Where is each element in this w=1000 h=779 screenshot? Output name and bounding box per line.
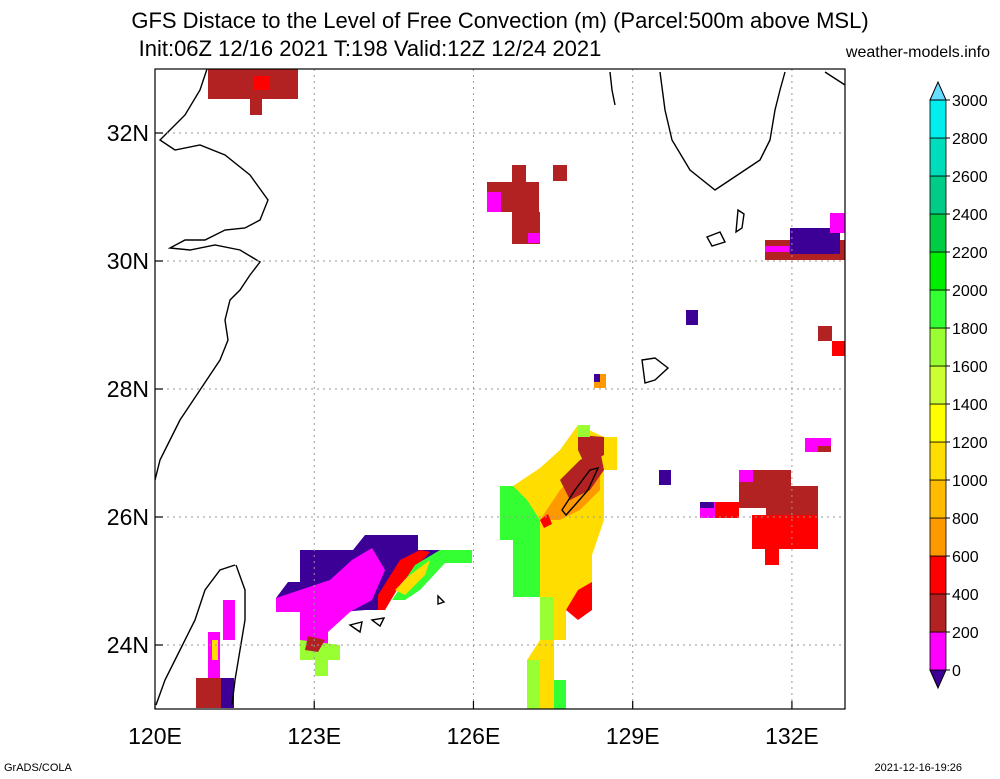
miyako-islands bbox=[348, 594, 446, 634]
jeju-island bbox=[705, 231, 726, 247]
colorbar-label: 2800 bbox=[952, 131, 988, 148]
colorbar-segment bbox=[929, 479, 947, 519]
tanegashima bbox=[735, 208, 745, 234]
site-credit: weather-models.info bbox=[845, 44, 990, 61]
colorbar-segment bbox=[929, 289, 947, 329]
field-cell bbox=[818, 326, 832, 341]
field-cell bbox=[553, 165, 567, 181]
colorbar-segment bbox=[929, 99, 947, 139]
field-cell bbox=[832, 341, 845, 356]
field-cell bbox=[540, 514, 552, 528]
colorbar-segment bbox=[929, 517, 947, 557]
colorbar: 0 200 400 600 800 1000 1200 1400 1600 1800 2000 220… bbox=[929, 80, 988, 690]
field-cell bbox=[208, 69, 298, 99]
colorbar-label: 800 bbox=[952, 511, 979, 528]
colorbar-label: 3000 bbox=[952, 93, 988, 110]
lat-tick-label: 24N bbox=[107, 632, 149, 658]
field-cell bbox=[700, 502, 714, 508]
coastlines bbox=[154, 68, 846, 706]
colorbar-label: 1200 bbox=[952, 435, 988, 452]
korea-japan-coastline bbox=[609, 71, 846, 191]
colorbar-segment bbox=[929, 251, 947, 291]
graticule bbox=[155, 69, 845, 709]
lon-tick-label: 123E bbox=[287, 723, 341, 749]
colorbar-segment bbox=[929, 327, 947, 367]
colorbar-label: 2000 bbox=[952, 283, 988, 300]
field-cell bbox=[528, 233, 540, 243]
lat-tick-label: 26N bbox=[107, 504, 149, 530]
field-cell bbox=[752, 515, 818, 549]
field-cell bbox=[254, 76, 270, 90]
field-cell bbox=[765, 246, 789, 252]
lat-tick-label: 30N bbox=[107, 248, 149, 274]
colorbar-label: 1400 bbox=[952, 397, 988, 414]
field-cell bbox=[223, 600, 235, 640]
field-cell bbox=[487, 192, 501, 212]
footer-timestamp: 2021-12-16-19:26 bbox=[874, 762, 962, 774]
title-line-2: Init:06Z 12/16 2021 T:198 Valid:12Z 12/2… bbox=[138, 36, 602, 61]
colorbar-label: 1600 bbox=[952, 359, 988, 376]
field-cell bbox=[659, 470, 671, 485]
colorbar-segment bbox=[929, 593, 947, 633]
field-cell bbox=[560, 450, 604, 500]
colorbar-label: 2400 bbox=[952, 207, 988, 224]
colorbar-segment bbox=[929, 441, 947, 481]
colorbar-label: 200 bbox=[952, 625, 979, 642]
colorbar-label: 600 bbox=[952, 549, 979, 566]
field-cell bbox=[818, 446, 831, 452]
colorbar-segment bbox=[929, 403, 947, 443]
field-cell bbox=[500, 486, 540, 597]
field-cell bbox=[212, 640, 218, 660]
lon-tick-label: 126E bbox=[447, 723, 501, 749]
field-cell bbox=[715, 502, 739, 518]
field-cell bbox=[512, 165, 526, 182]
axes: 120E 123E 126E 129E 132E 24N 26N 28N 30N 32N bbox=[107, 120, 819, 749]
colorbar-min-arrow bbox=[929, 669, 947, 690]
colorbar-label: 1000 bbox=[952, 473, 988, 490]
colorbar-label: 2600 bbox=[952, 169, 988, 186]
colorbar-segment bbox=[929, 555, 947, 595]
field-cell bbox=[739, 470, 753, 482]
colorbar-segment bbox=[929, 631, 947, 671]
field-cell bbox=[830, 213, 845, 233]
field-cell bbox=[594, 374, 600, 382]
field-cell bbox=[221, 678, 234, 708]
amami-islands bbox=[641, 357, 670, 384]
colorbar-segment bbox=[929, 365, 947, 405]
taiwan-coastline bbox=[155, 564, 246, 706]
lat-tick-label: 28N bbox=[107, 376, 149, 402]
field-cell bbox=[686, 310, 698, 325]
china-coastline bbox=[154, 68, 269, 481]
colorbar-segment bbox=[929, 175, 947, 215]
convection-field bbox=[196, 69, 845, 709]
colorbar-segment bbox=[929, 213, 947, 253]
field-cell bbox=[540, 597, 554, 640]
colorbar-label: 0 bbox=[952, 663, 961, 680]
field-cell bbox=[566, 582, 592, 620]
okinawa-island bbox=[561, 466, 600, 517]
field-cell bbox=[765, 549, 779, 565]
lon-tick-label: 129E bbox=[606, 723, 660, 749]
colorbar-label: 2200 bbox=[952, 245, 988, 262]
title-line-1: GFS Distace to the Level of Free Convect… bbox=[131, 8, 869, 33]
colorbar-label: 400 bbox=[952, 587, 979, 604]
lon-tick-label: 132E bbox=[765, 723, 819, 749]
field-cell bbox=[395, 560, 430, 595]
field-cell bbox=[276, 548, 385, 648]
field-cell bbox=[578, 435, 604, 465]
field-cell bbox=[578, 425, 590, 437]
lat-tick-label: 32N bbox=[107, 120, 149, 146]
footer-left: GrADS/COLA bbox=[4, 762, 72, 774]
field-cell bbox=[554, 680, 566, 709]
colorbar-max-arrow bbox=[929, 80, 947, 101]
lon-tick-label: 120E bbox=[128, 723, 182, 749]
field-cell bbox=[527, 660, 540, 709]
colorbar-label: 1800 bbox=[952, 321, 988, 338]
field-cell bbox=[305, 636, 325, 652]
field-cell bbox=[250, 99, 262, 115]
colorbar-segment bbox=[929, 137, 947, 177]
